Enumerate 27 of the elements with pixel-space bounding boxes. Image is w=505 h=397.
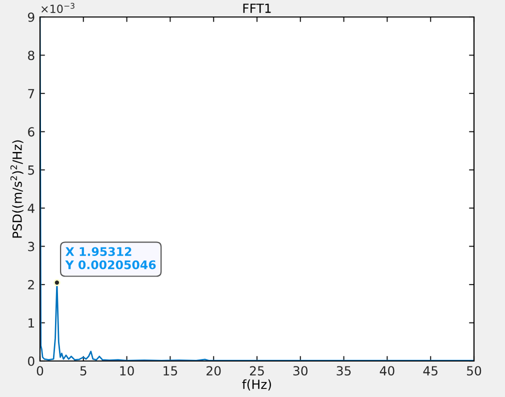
y-tick-label: 6 — [28, 127, 34, 137]
y-tick-label: 1 — [28, 318, 34, 328]
x-tick-label: 35 — [336, 366, 351, 376]
x-tick-label: 45 — [423, 366, 438, 376]
x-tick-label: 25 — [250, 366, 264, 376]
annotation: X 1.95312 Y 0.00205046 — [65, 247, 156, 270]
x-tick-label: 20 — [206, 366, 221, 376]
x-tick-label: 5 — [80, 366, 86, 376]
y-tick-label: 3 — [28, 242, 34, 252]
y-tick-label: 0 — [28, 356, 34, 366]
y-axis-title: PSD((m/s$^{2}$)$^{2}$/Hz) — [10, 140, 24, 238]
y-tick-label: 2 — [28, 280, 34, 290]
line-series — [40, 17, 474, 361]
x-tick-label: 40 — [380, 366, 394, 376]
x-axis-title: f(Hz) — [242, 379, 271, 390]
text: ×10$^{−3}$ — [42, 2, 74, 14]
y-tick-label: 7 — [28, 89, 34, 98]
y-tick-label: 4 — [28, 204, 34, 213]
x-tick-label: 30 — [293, 366, 308, 376]
x-tick-label: 15 — [164, 366, 178, 376]
chart-title: FFT1 — [243, 4, 271, 13]
x-tick-label: 0 — [36, 366, 44, 376]
x-tick-label: 50 — [467, 366, 482, 376]
y-tick-label: 5 — [28, 166, 34, 175]
y-tick-label: 9 — [28, 12, 34, 22]
y-tick-label: 8 — [28, 50, 34, 60]
x-tick-label: 10 — [120, 366, 134, 376]
